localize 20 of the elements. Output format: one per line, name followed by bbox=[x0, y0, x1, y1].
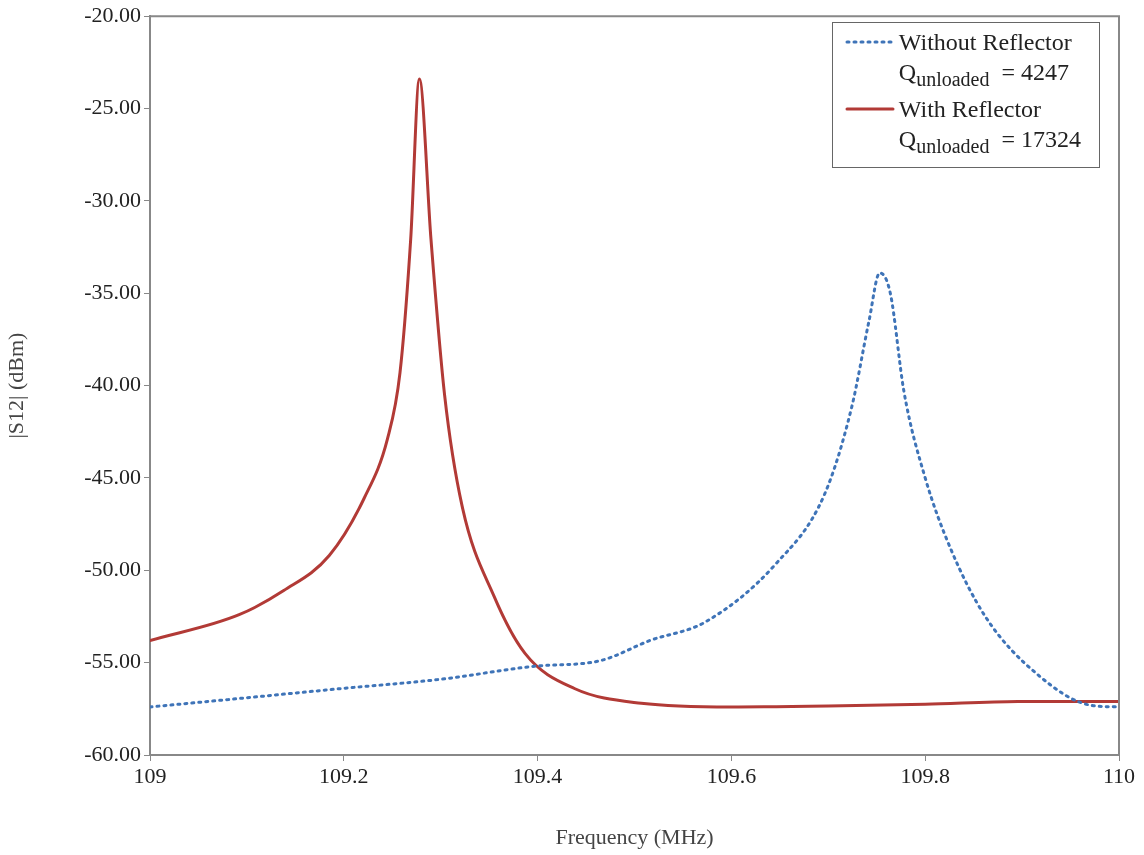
x-axis-title: Frequency (MHz) bbox=[555, 823, 714, 849]
line-series bbox=[150, 271, 1119, 709]
legend-label: With Reflector bbox=[898, 94, 1042, 124]
x-tick-label: 109.6 bbox=[706, 762, 757, 788]
annotation: Q$_{unloaded}$ = 4247 bbox=[897, 58, 1070, 92]
y-tick-label: -20.00 bbox=[84, 1, 141, 27]
annotation: Q$_{unloaded}$ = 17324 bbox=[897, 124, 1081, 159]
x-tick-label: 110 bbox=[1102, 762, 1136, 788]
y-tick-label: -45.00 bbox=[84, 463, 141, 489]
x-tick-label: 109.4 bbox=[512, 762, 563, 788]
x-tick-label: 109.2 bbox=[319, 762, 369, 788]
legend-label: Without Reflector bbox=[898, 28, 1072, 57]
y-tick-label: -40.00 bbox=[84, 371, 141, 397]
y-axis-title: |S12| (dBm) bbox=[2, 332, 28, 439]
y-tick-label: -25.00 bbox=[84, 94, 141, 120]
y-tick-label: -30.00 bbox=[84, 186, 141, 212]
y-tick-label: -55.00 bbox=[84, 648, 141, 674]
y-tick-label: -35.00 bbox=[84, 279, 141, 305]
y-tick-label: -50.00 bbox=[84, 556, 141, 582]
x-tick-label: 109.8 bbox=[900, 762, 950, 788]
